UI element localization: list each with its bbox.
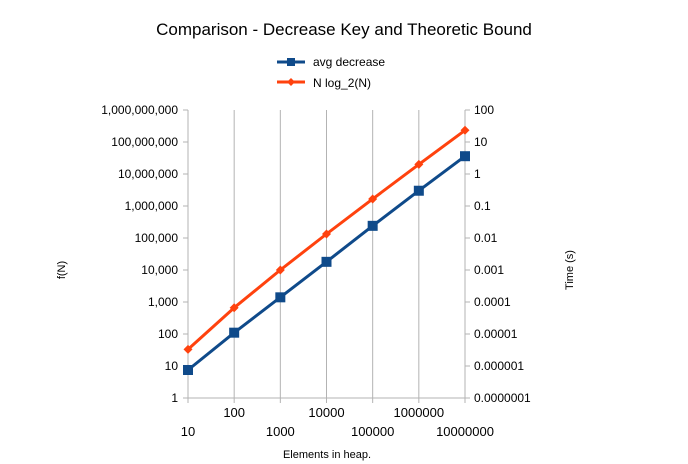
- y-right-tick-label: 0.0000001: [474, 391, 531, 405]
- legend-marker-square: [287, 58, 295, 66]
- y-right-tick-label: 10: [474, 135, 488, 149]
- x-tick-label: 100: [223, 405, 245, 420]
- y-left-tick-label: 1,000,000: [125, 199, 179, 213]
- x-tick-label: 10: [181, 424, 195, 439]
- legend-item-avg-decrease: avg decrease: [277, 55, 385, 69]
- y-left-tick-label: 10,000,000: [118, 167, 178, 181]
- right-axis-ticks: 0.0000001 0.000001 0.00001 0.0001 0.001 0.01 0…: [465, 103, 531, 405]
- series-layer: [183, 125, 470, 375]
- data-point-avg-decrease-0: [183, 364, 193, 375]
- y-right-tick-label: 100: [474, 103, 494, 117]
- y-left-tick-label: 1,000: [148, 295, 178, 309]
- gridlines: [187, 110, 466, 398]
- y-left-tick-label: 100,000,000: [111, 135, 178, 149]
- data-point-nlog2n-4: [368, 194, 378, 204]
- data-point-nlog2n-3: [322, 229, 331, 239]
- y-left-tick-label: 10,000: [141, 263, 178, 277]
- legend-marker-diamond: [287, 78, 295, 86]
- y-right-tick-label: 1: [474, 167, 481, 181]
- y-right-tick-label: 0.00001: [474, 327, 518, 341]
- y-right-tick-label: 0.1: [474, 199, 491, 213]
- x-tick-label: 100000: [351, 424, 394, 439]
- legend-label-avg-decrease: avg decrease: [313, 55, 385, 69]
- data-point-nlog2n-1: [229, 303, 239, 313]
- x-tick-label: 10000000: [436, 424, 494, 439]
- data-point-avg-decrease-6: [460, 151, 470, 162]
- data-point-avg-decrease-2: [275, 292, 286, 303]
- y-right-tick-label: 0.001: [474, 263, 504, 277]
- y-left-tick-label: 100: [158, 327, 178, 341]
- data-point-nlog2n-5: [414, 159, 424, 169]
- y-axis-left-label: f(N): [56, 261, 68, 279]
- data-point-nlog2n-0: [183, 344, 193, 354]
- y-right-tick-label: 0.0001: [474, 295, 511, 309]
- x-tick-label: 10000: [308, 405, 344, 420]
- data-point-avg-decrease-3: [321, 256, 332, 267]
- x-axis-label: Elements in heap.: [283, 449, 371, 461]
- y-left-tick-label: 1,000,000,000: [101, 103, 178, 117]
- y-left-tick-label: 10: [165, 359, 179, 373]
- y-left-tick-label: 100,000: [135, 231, 179, 245]
- legend: avg decrease N log_2(N): [277, 55, 385, 90]
- x-tick-label: 1000: [266, 424, 295, 439]
- data-point-nlog2n-6: [460, 125, 470, 135]
- y-left-tick-label: 1: [171, 391, 178, 405]
- left-axis-ticks: 1 10 100 1,000 10,000 100,000 1,000,000 10,000,…: [101, 103, 188, 405]
- x-tick-label: 1000000: [394, 405, 445, 420]
- y-right-tick-label: 0.000001: [474, 359, 524, 373]
- y-right-tick-label: 0.01: [474, 231, 498, 245]
- y-axis-right-label: Time (s): [564, 250, 576, 290]
- data-point-avg-decrease-4: [367, 220, 378, 231]
- chart-title: Comparison - Decrease Key and Theoretic …: [156, 20, 532, 39]
- data-point-avg-decrease-1: [229, 327, 240, 338]
- legend-item-nlog2n: N log_2(N): [277, 76, 371, 90]
- data-point-nlog2n-2: [275, 265, 285, 275]
- data-point-avg-decrease-5: [413, 185, 424, 196]
- legend-label-nlog2n: N log_2(N): [313, 76, 371, 90]
